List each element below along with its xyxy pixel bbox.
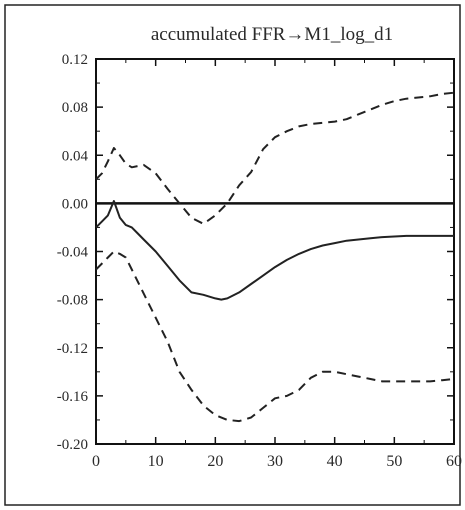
y-tick-label: -0.20 (57, 437, 88, 453)
y-tick-label: -0.16 (57, 389, 89, 405)
plot-area: 0.12 0.08 0.04 0.00 -0.04 -0.08 -0.12 -0.16 -0.2… (57, 52, 462, 470)
y-tick-label: -0.08 (57, 293, 88, 309)
y-tick-label: 0.00 (62, 196, 88, 212)
figure-border (4, 4, 461, 506)
x-tick-label: 60 (446, 453, 462, 470)
x-tick-label: 50 (386, 453, 402, 470)
impulse-response-line (95, 200, 454, 301)
chart-title: accumulated FFR→M1_log_d1 (151, 24, 393, 45)
x-tick-label: 10 (148, 453, 164, 470)
plot-frame (95, 58, 455, 445)
x-tick-label: 40 (327, 453, 343, 470)
x-tick-label: 20 (207, 453, 223, 470)
x-tick-label: 0 (92, 453, 100, 470)
y-tick-label: 0.08 (62, 100, 88, 116)
y-tick-label: -0.12 (57, 341, 88, 357)
y-tick-label: 0.04 (62, 148, 89, 164)
y-tick-label: 0.12 (62, 52, 88, 68)
x-tick-label: 30 (267, 453, 283, 470)
y-tick-label: -0.04 (57, 245, 89, 261)
confidence-band-line (95, 250, 455, 423)
confidence-band-line (95, 91, 455, 225)
